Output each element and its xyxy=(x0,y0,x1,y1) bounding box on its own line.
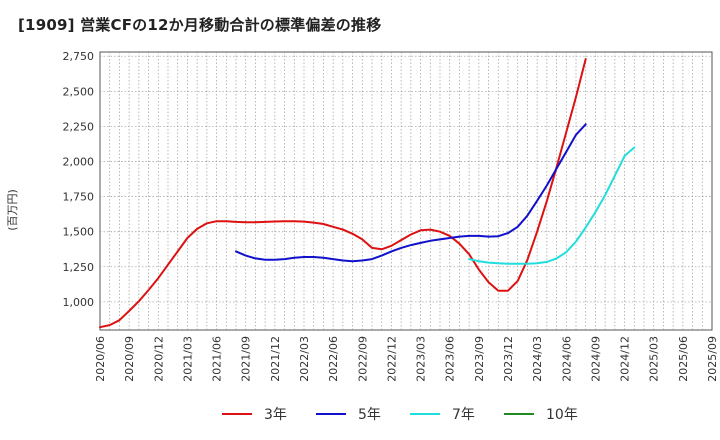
series-line-2 xyxy=(235,123,587,263)
x-tick-label: 2021/09 xyxy=(240,336,253,382)
x-tick-label: 2022/09 xyxy=(356,336,369,382)
y-tick-label: 2,000 xyxy=(63,156,95,169)
x-tick-label: 2022/12 xyxy=(385,336,398,382)
x-tick-label: 2020/09 xyxy=(123,336,136,382)
x-tick-label: 2020/06 xyxy=(94,336,107,382)
x-tick-label: 2021/06 xyxy=(211,336,224,382)
legend-label: 5年 xyxy=(358,407,381,423)
x-tick-label: 2025/03 xyxy=(648,336,661,382)
x-tick-label: 2022/06 xyxy=(327,336,340,382)
x-tick-label: 2021/12 xyxy=(269,336,282,382)
x-tick-label: 2023/03 xyxy=(415,336,428,382)
legend-label: 7年 xyxy=(452,407,475,423)
plot-area xyxy=(99,51,713,331)
x-tick-label: 2024/09 xyxy=(589,336,602,382)
x-tick-label: 2021/03 xyxy=(181,336,194,382)
x-tick-label: 2024/12 xyxy=(619,336,632,382)
y-tick-label: 1,750 xyxy=(63,191,95,204)
y-tick-label: 2,500 xyxy=(63,85,95,98)
grid-lines xyxy=(100,52,712,330)
x-tick-label: 2020/12 xyxy=(152,336,165,382)
series-line-1 xyxy=(99,58,587,329)
chart-title: [1909] 営業CFの12か月移動合計の標準偏差の推移 xyxy=(18,16,382,34)
legend-label: 10年 xyxy=(546,407,578,423)
x-tick-label: 2022/03 xyxy=(298,336,311,382)
x-tick-label: 2025/06 xyxy=(677,336,690,382)
x-tick-label: 2025/09 xyxy=(706,336,719,382)
x-tick-label: 2023/09 xyxy=(473,336,486,382)
y-tick-label: 2,250 xyxy=(63,120,95,133)
x-tick-label: 2023/12 xyxy=(502,336,515,382)
x-tick-label: 2024/06 xyxy=(560,336,573,382)
x-tick-label: 2023/06 xyxy=(444,336,457,382)
y-tick-label: 1,500 xyxy=(63,226,95,239)
y-tick-label: 1,000 xyxy=(63,296,95,309)
legend-label: 3年 xyxy=(264,407,287,423)
legend: 3年 5年 7年 10年 xyxy=(222,407,578,423)
y-tick-label: 2,750 xyxy=(63,50,95,63)
x-tick-label: 2024/03 xyxy=(531,336,544,382)
series-line-3 xyxy=(468,146,636,265)
y-tick-label: 1,250 xyxy=(63,261,95,274)
